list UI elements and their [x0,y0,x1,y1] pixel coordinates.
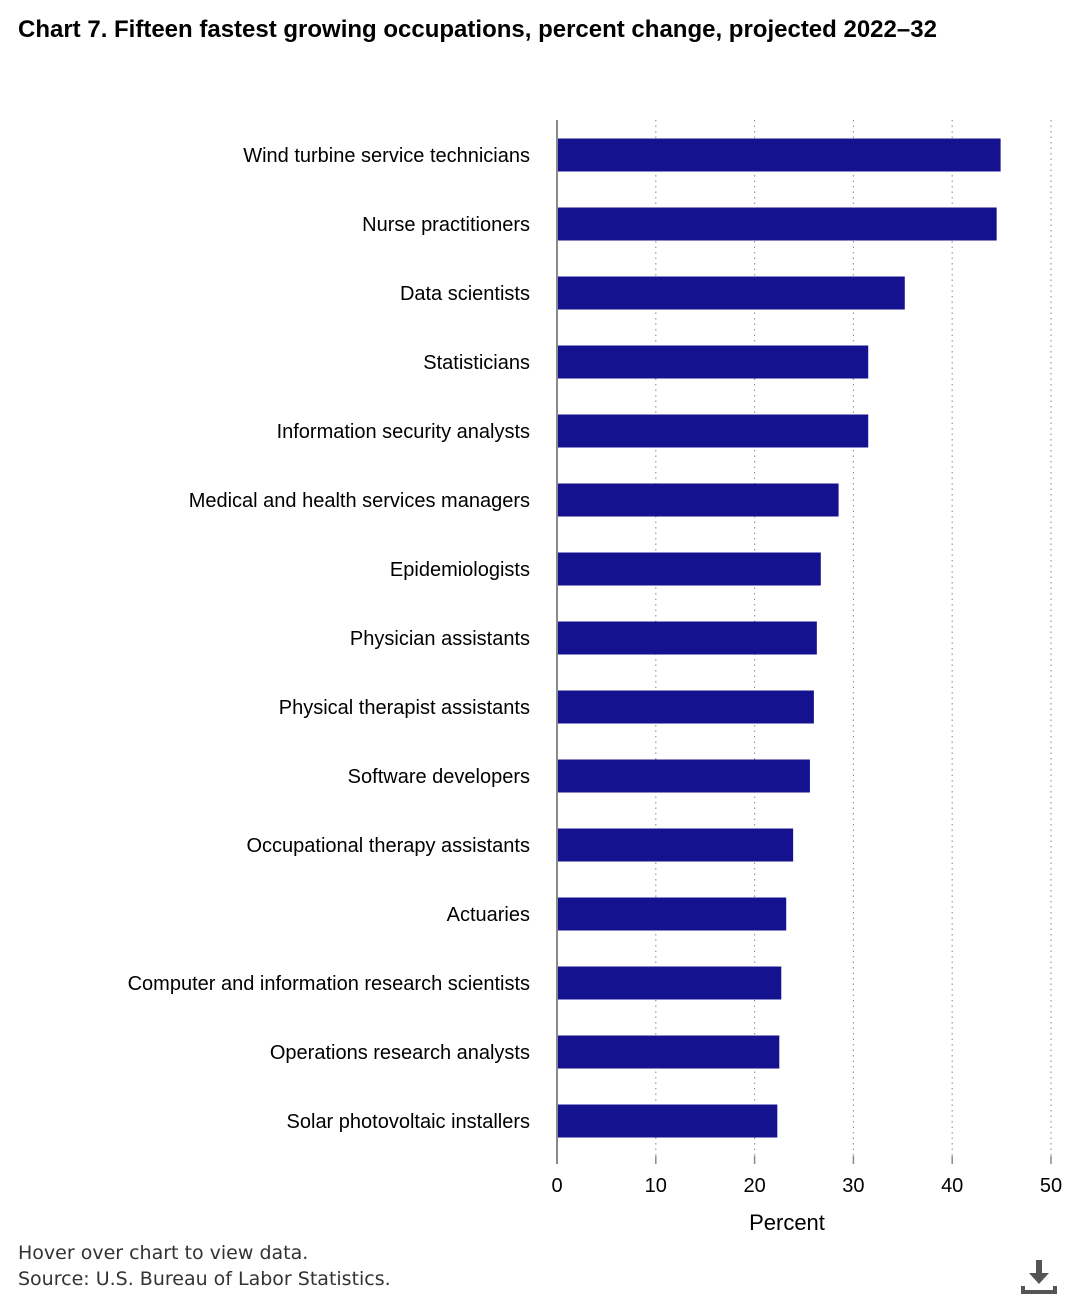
category-label: Medical and health services managers [189,490,530,512]
bars [558,138,1001,1138]
bar[interactable] [558,621,817,655]
bar[interactable] [558,759,810,793]
download-icon[interactable] [1018,1256,1060,1298]
hover-note: Hover over chart to view data. [18,1242,309,1264]
category-label: Occupational therapy assistants [247,835,531,857]
category-label: Nurse practitioners [362,214,530,236]
bar[interactable] [558,207,997,241]
bar[interactable] [558,1104,778,1138]
source-note: Source: U.S. Bureau of Labor Statistics. [18,1268,391,1290]
bar[interactable] [558,1035,780,1069]
bar[interactable] [558,552,821,586]
bar[interactable] [558,966,782,1000]
category-labels: Wind turbine service technicians Nurse pr… [128,145,530,1133]
x-tick-label: 30 [842,1175,864,1197]
bar[interactable] [558,138,1001,172]
category-label: Statisticians [423,352,530,374]
category-label: Computer and information research scient… [128,973,530,995]
category-label: Data scientists [400,283,530,305]
category-label: Epidemiologists [390,559,530,581]
category-label: Physician assistants [350,628,530,650]
bar[interactable] [558,276,905,310]
category-label: Physical therapist assistants [279,697,530,719]
category-label: Wind turbine service technicians [243,145,530,167]
x-tick-label: 0 [551,1175,562,1197]
x-tick-label: 20 [743,1175,765,1197]
x-tick-label: 50 [1040,1175,1062,1197]
bar-chart[interactable]: Wind turbine service technicians Nurse pr… [0,0,1080,1240]
bar[interactable] [558,414,869,448]
category-label: Solar photovoltaic installers [287,1111,530,1133]
bar[interactable] [558,483,839,517]
category-label: Information security analysts [277,421,530,443]
category-label: Actuaries [447,904,530,926]
category-label: Operations research analysts [270,1042,530,1064]
x-axis-title: Percent [749,1210,825,1235]
bar[interactable] [558,345,869,379]
x-tick-labels: 0 10 20 30 40 50 [551,1175,1062,1197]
bar[interactable] [558,690,814,724]
x-tick-label: 40 [941,1175,963,1197]
bar[interactable] [558,897,787,931]
bar[interactable] [558,828,794,862]
category-label: Software developers [348,766,530,788]
x-tick-label: 10 [645,1175,667,1197]
chart-title: Chart 7. Fifteen fastest growing occupat… [18,16,937,43]
